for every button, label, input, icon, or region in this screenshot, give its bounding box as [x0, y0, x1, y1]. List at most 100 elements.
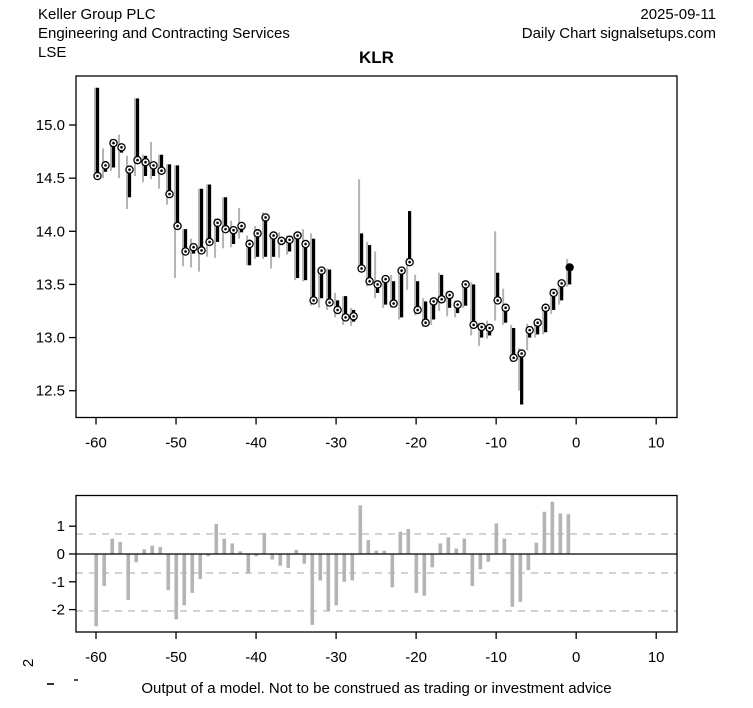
close-marker-dot: [424, 321, 427, 324]
y-tick-label: -1: [52, 574, 65, 591]
close-marker-dot: [560, 282, 563, 285]
chart-title: KLR: [359, 48, 394, 67]
indicator-bar: [214, 523, 219, 554]
indicator-bar: [318, 553, 323, 581]
disclaimer-text: Output of a model. Not to be construed a…: [141, 680, 612, 697]
indicator-bar: [558, 513, 563, 554]
close-marker-dot: [288, 238, 291, 242]
indicator-bar: [278, 553, 283, 566]
close-marker-dot: [552, 291, 555, 295]
close-marker-dot: [408, 260, 411, 264]
indicator-bar: [126, 553, 131, 600]
indicator-bar: [494, 523, 499, 554]
close-marker-dot: [448, 293, 451, 297]
x-tick-label: -50: [165, 435, 187, 452]
close-marker-dot: [344, 316, 347, 319]
indicator-bar: [430, 553, 435, 568]
close-marker-dot: [96, 174, 99, 178]
indicator-bar: [358, 505, 363, 554]
chart-date: 2025-09-11: [640, 6, 716, 23]
indicator-bar: [374, 550, 379, 554]
indicator-panel: 10-1-2-60 -50 -40 -30 -20 -10 0 10: [52, 494, 678, 666]
indicator-bar: [486, 553, 491, 562]
indicator-bar: [94, 553, 99, 627]
close-marker-dot: [272, 234, 275, 237]
indicator-bar: [198, 553, 203, 580]
chart-source: Daily Chart signalsetups.com: [521, 25, 716, 42]
close-marker-dot: [184, 250, 187, 253]
indicator-bar: [166, 553, 171, 591]
indicator-bar: [102, 553, 107, 586]
close-marker-dot: [456, 303, 459, 306]
close-marker-dot: [112, 141, 115, 145]
close-marker-dot: [352, 315, 355, 318]
indicator-bar: [566, 514, 571, 554]
indicator-bar: [518, 553, 523, 602]
close-marker-dot: [320, 269, 323, 272]
close-marker-dot: [496, 299, 499, 302]
close-marker-dot: [304, 242, 307, 246]
close-marker-dot: [512, 356, 515, 360]
close-marker-dot: [136, 158, 139, 162]
header-right: 2025-09-11 Daily Chart signalsetups.com: [522, 5, 716, 43]
y-tick-label: 13.5: [36, 276, 65, 293]
x-tick-label: 0: [572, 435, 580, 452]
indicator-bar: [142, 549, 147, 554]
indicator-bar: [310, 553, 315, 625]
close-marker-dot: [400, 269, 403, 272]
indicator-bar: [398, 531, 403, 554]
close-marker-dot: [120, 146, 123, 149]
y-tick-label: 14.0: [36, 223, 65, 240]
x-tick-label: -30: [325, 649, 347, 666]
indicator-bar: [446, 537, 451, 554]
price-panel-border: [75, 75, 678, 419]
close-marker-dot: [264, 216, 267, 219]
indicator-bar: [270, 553, 275, 560]
y-tick-label: 0: [57, 546, 65, 563]
close-marker-dot: [152, 164, 155, 167]
indicator-bar: [246, 553, 251, 574]
indicator-bar: [550, 501, 555, 554]
close-marker-dot: [488, 326, 491, 330]
x-tick-label: -20: [405, 435, 427, 452]
indicator-bar: [414, 553, 419, 593]
x-tick-label: -10: [485, 435, 507, 452]
close-marker-dot: [360, 267, 363, 270]
close-marker-dot: [176, 224, 179, 228]
close-marker-dot: [104, 164, 107, 167]
indicator-bar: [238, 551, 243, 554]
indicator-bar: [182, 553, 187, 606]
indicator-bar: [230, 543, 235, 554]
x-tick-label: -20: [405, 649, 427, 666]
close-marker-dot: [536, 321, 539, 324]
close-marker-dot: [224, 227, 227, 231]
x-tick-label: 10: [648, 435, 665, 452]
close-marker-dot: [432, 300, 435, 303]
close-marker-dot: [144, 160, 147, 164]
indicator-bar: [462, 538, 467, 554]
close-marker-dot: [192, 245, 195, 249]
close-marker-dot: [128, 168, 131, 171]
indicator-bar: [406, 528, 411, 554]
indicator-bar: [422, 553, 427, 596]
indicator-bar: [150, 545, 155, 554]
indicator-bar: [190, 553, 195, 593]
close-marker-dot: [328, 301, 331, 304]
indicator-bar: [382, 550, 387, 554]
indicator-bar: [478, 553, 483, 570]
indicator-bar: [350, 553, 355, 581]
close-marker-dot: [384, 277, 387, 281]
close-marker-dot: [440, 298, 443, 301]
indicator-bar: [326, 553, 331, 611]
x-tick-label: -60: [85, 649, 107, 666]
company-sector: Engineering and Contracting Services: [38, 25, 290, 42]
close-marker-dot: [416, 308, 419, 312]
x-tick-label: -40: [245, 649, 267, 666]
indicator-bar: [502, 538, 507, 554]
indicator-bar: [118, 542, 123, 554]
y-tick-label: 12.5: [36, 383, 65, 400]
close-marker-dot: [472, 323, 475, 327]
close-marker-dot: [280, 239, 283, 243]
close-marker-dot: [376, 283, 379, 286]
